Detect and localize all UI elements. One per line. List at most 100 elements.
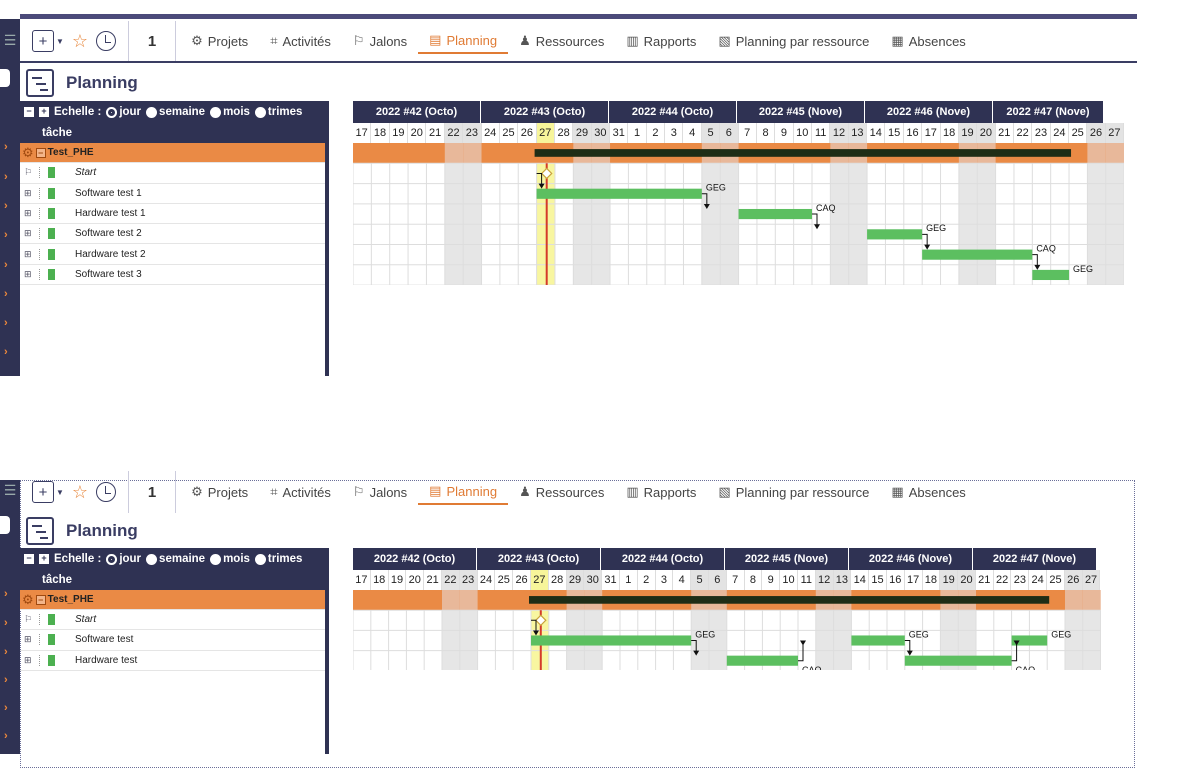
table-row[interactable]: ⊞ Hardware test 2 <box>20 244 325 265</box>
tab-jalons[interactable]: ⚐ Jalons <box>342 479 418 505</box>
drag-handle[interactable] <box>39 167 43 179</box>
chevron-right-icon[interactable]: › <box>4 171 8 183</box>
tab-projets[interactable]: ⚙ Projets <box>180 28 259 54</box>
history-icon[interactable] <box>96 482 117 502</box>
resource-planning-icon: ▧ <box>718 33 731 48</box>
task-bar[interactable] <box>867 229 923 240</box>
gear-icon[interactable]: ⚙ <box>22 591 34 607</box>
drag-handle[interactable] <box>39 248 43 260</box>
collapse-icon[interactable]: − <box>35 147 46 158</box>
drag-handle[interactable] <box>39 634 43 646</box>
tab-projets[interactable]: ⚙ Projets <box>180 479 259 505</box>
tab-jalons[interactable]: ⚐ Jalons <box>342 28 418 54</box>
table-row[interactable]: ⊞ Software test 1 <box>20 184 325 204</box>
scale-option-jour[interactable]: jour <box>106 106 141 118</box>
table-row[interactable]: ⚐ Start <box>20 163 325 184</box>
scale-option-semaine[interactable]: semaine <box>146 553 205 565</box>
tab-planning[interactable]: ▤ Planning <box>418 479 509 505</box>
table-row[interactable]: ⚙ − Test_PHE <box>20 143 325 164</box>
chevron-right-icon[interactable]: › <box>4 317 8 329</box>
add-button[interactable]: + <box>32 481 54 503</box>
tab-label: Planning <box>446 32 498 48</box>
day-label: 8 <box>757 123 776 143</box>
tab-planning-par-ressource[interactable]: ▧ Planning par ressource <box>707 479 880 505</box>
column-header-task[interactable]: tâche <box>20 123 325 143</box>
menu-icon[interactable]: ☰ <box>3 32 17 48</box>
drag-handle[interactable] <box>39 208 43 220</box>
task-bar[interactable] <box>1011 635 1048 646</box>
tab-rapports[interactable]: ▥ Rapports <box>615 28 707 54</box>
group-summary-bar[interactable] <box>529 596 1050 604</box>
chevron-right-icon[interactable]: › <box>4 346 8 358</box>
gear-icon[interactable]: ⚙ <box>22 144 34 160</box>
task-bar[interactable] <box>904 655 1012 666</box>
dropdown-caret-icon[interactable]: ▼ <box>56 36 64 46</box>
drag-handle[interactable] <box>39 228 43 240</box>
task-bar[interactable] <box>1032 269 1070 281</box>
table-row[interactable]: ⊞ Software test 3 <box>20 265 325 286</box>
task-bar[interactable] <box>922 249 1033 260</box>
tab-planning[interactable]: ▤ Planning <box>418 28 509 54</box>
table-row[interactable]: ⊞ Hardware test 1 <box>20 204 325 225</box>
chevron-right-icon[interactable]: › <box>4 702 8 714</box>
bookmark-star-icon[interactable]: ☆ <box>71 30 89 51</box>
tab-planning-par-ressource[interactable]: ▧ Planning par ressource <box>707 28 880 54</box>
expand-all-icon[interactable]: + <box>39 107 49 117</box>
chevron-right-icon[interactable]: › <box>4 200 8 212</box>
chevron-right-icon[interactable]: › <box>4 617 8 629</box>
task-bar[interactable] <box>726 655 798 666</box>
tab-absences[interactable]: ▦ Absences <box>880 479 976 505</box>
chevron-right-icon[interactable]: › <box>4 288 8 300</box>
task-bar[interactable] <box>531 635 692 646</box>
tab-absences[interactable]: ▦ Absences <box>880 28 976 54</box>
milestone-diamond[interactable] <box>534 614 547 627</box>
chevron-right-icon[interactable]: › <box>4 229 8 241</box>
day-label: 15 <box>885 123 904 143</box>
add-button[interactable]: + <box>32 30 54 52</box>
chevron-right-icon[interactable]: › <box>4 674 8 686</box>
chevron-right-icon[interactable]: › <box>4 259 8 271</box>
collapse-icon[interactable]: − <box>35 594 46 605</box>
scale-option-mois[interactable]: mois <box>210 553 250 565</box>
table-row[interactable]: ⚐ Start <box>20 610 325 631</box>
chevron-right-icon[interactable]: › <box>4 646 8 658</box>
tab-activités[interactable]: ⌗ Activités <box>259 28 342 54</box>
table-row[interactable]: ⊞ Software test <box>20 630 325 651</box>
table-row[interactable]: ⊞ Software test 2 <box>20 224 325 245</box>
scale-option-jour[interactable]: jour <box>106 553 141 565</box>
history-icon[interactable] <box>96 31 117 51</box>
drag-handle[interactable] <box>39 187 43 199</box>
collapse-tab[interactable] <box>0 69 10 87</box>
chevron-right-icon[interactable]: › <box>4 588 8 600</box>
tab-activités[interactable]: ⌗ Activités <box>259 479 342 505</box>
column-header-task[interactable]: tâche <box>20 570 325 590</box>
tab-ressources[interactable]: ♟ Ressources <box>508 479 615 505</box>
scale-option-semaine[interactable]: semaine <box>146 106 205 118</box>
expand-all-icon[interactable]: + <box>39 554 49 564</box>
task-bar[interactable] <box>738 208 812 220</box>
collapse-all-icon[interactable]: − <box>24 107 34 117</box>
chevron-right-icon[interactable]: › <box>4 730 8 742</box>
bookmark-star-icon[interactable]: ☆ <box>71 481 89 502</box>
scale-option-trimes[interactable]: trimes <box>254 106 302 118</box>
task-bar[interactable] <box>851 635 905 646</box>
dropdown-caret-icon[interactable]: ▼ <box>56 487 64 497</box>
scale-option-label: jour <box>119 553 142 565</box>
menu-icon[interactable]: ☰ <box>3 482 17 498</box>
table-row[interactable]: ⊞ Hardware test <box>20 651 325 671</box>
scale-option-mois[interactable]: mois <box>210 106 250 118</box>
task-bar[interactable] <box>536 188 702 199</box>
tab-rapports[interactable]: ▥ Rapports <box>615 479 707 505</box>
chevron-right-icon[interactable]: › <box>4 141 8 153</box>
table-row[interactable]: ⚙ − Test_PHE <box>20 590 325 611</box>
tab-label: Planning par ressource <box>735 33 870 49</box>
drag-handle[interactable] <box>39 614 43 626</box>
collapse-all-icon[interactable]: − <box>24 554 34 564</box>
milestone-diamond[interactable] <box>540 167 553 180</box>
group-summary-bar[interactable] <box>534 149 1072 157</box>
drag-handle[interactable] <box>39 654 43 666</box>
collapse-tab[interactable] <box>0 516 10 534</box>
scale-option-trimes[interactable]: trimes <box>254 553 302 565</box>
tab-ressources[interactable]: ♟ Ressources <box>508 28 615 54</box>
drag-handle[interactable] <box>39 268 43 280</box>
